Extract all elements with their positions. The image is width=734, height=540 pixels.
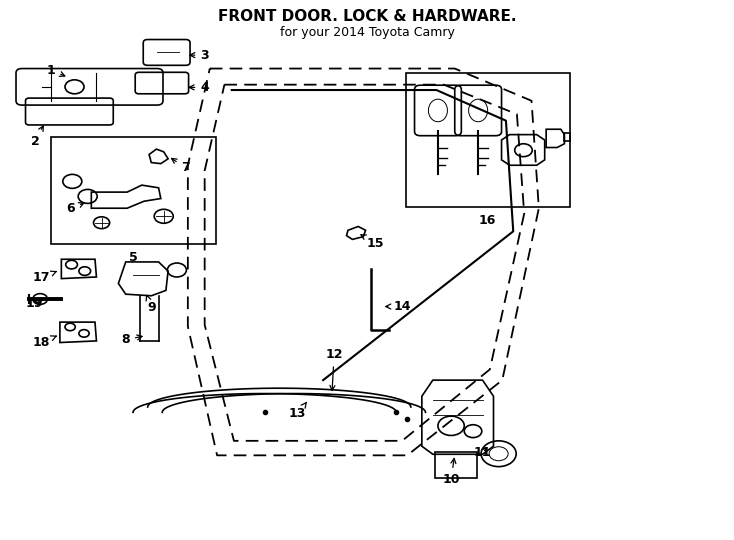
Bar bbox=[51, 137, 216, 244]
Text: 7: 7 bbox=[172, 158, 190, 174]
Text: 10: 10 bbox=[443, 458, 459, 486]
Text: 4: 4 bbox=[189, 81, 209, 94]
Text: 1: 1 bbox=[47, 64, 65, 77]
Text: 14: 14 bbox=[386, 300, 411, 313]
Bar bbox=[406, 73, 570, 207]
Text: for your 2014 Toyota Camry: for your 2014 Toyota Camry bbox=[280, 25, 454, 38]
Text: 15: 15 bbox=[361, 235, 385, 249]
Text: 9: 9 bbox=[146, 295, 156, 314]
Text: 3: 3 bbox=[190, 49, 209, 62]
Circle shape bbox=[33, 294, 48, 305]
Text: 5: 5 bbox=[128, 251, 137, 264]
Text: 12: 12 bbox=[325, 348, 343, 390]
Bar bbox=[435, 452, 476, 478]
Text: 13: 13 bbox=[289, 402, 307, 421]
Text: 11: 11 bbox=[473, 446, 491, 459]
Text: 6: 6 bbox=[67, 202, 84, 215]
Text: 2: 2 bbox=[31, 126, 43, 147]
Text: 8: 8 bbox=[121, 333, 142, 346]
Text: 17: 17 bbox=[33, 271, 57, 284]
Text: 18: 18 bbox=[33, 336, 57, 349]
Text: 16: 16 bbox=[479, 214, 496, 227]
Text: 19: 19 bbox=[26, 297, 43, 310]
Text: FRONT DOOR. LOCK & HARDWARE.: FRONT DOOR. LOCK & HARDWARE. bbox=[218, 9, 516, 24]
